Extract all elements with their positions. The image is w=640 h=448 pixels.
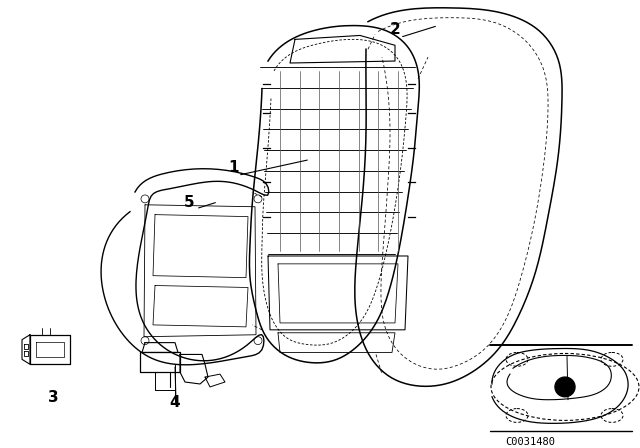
Circle shape: [555, 377, 575, 397]
Text: 4: 4: [169, 395, 180, 409]
Text: 2: 2: [390, 22, 401, 38]
Text: 3: 3: [48, 390, 59, 405]
Text: 1: 1: [228, 160, 239, 175]
Text: C0031480: C0031480: [505, 437, 555, 447]
Text: 5: 5: [184, 195, 195, 210]
